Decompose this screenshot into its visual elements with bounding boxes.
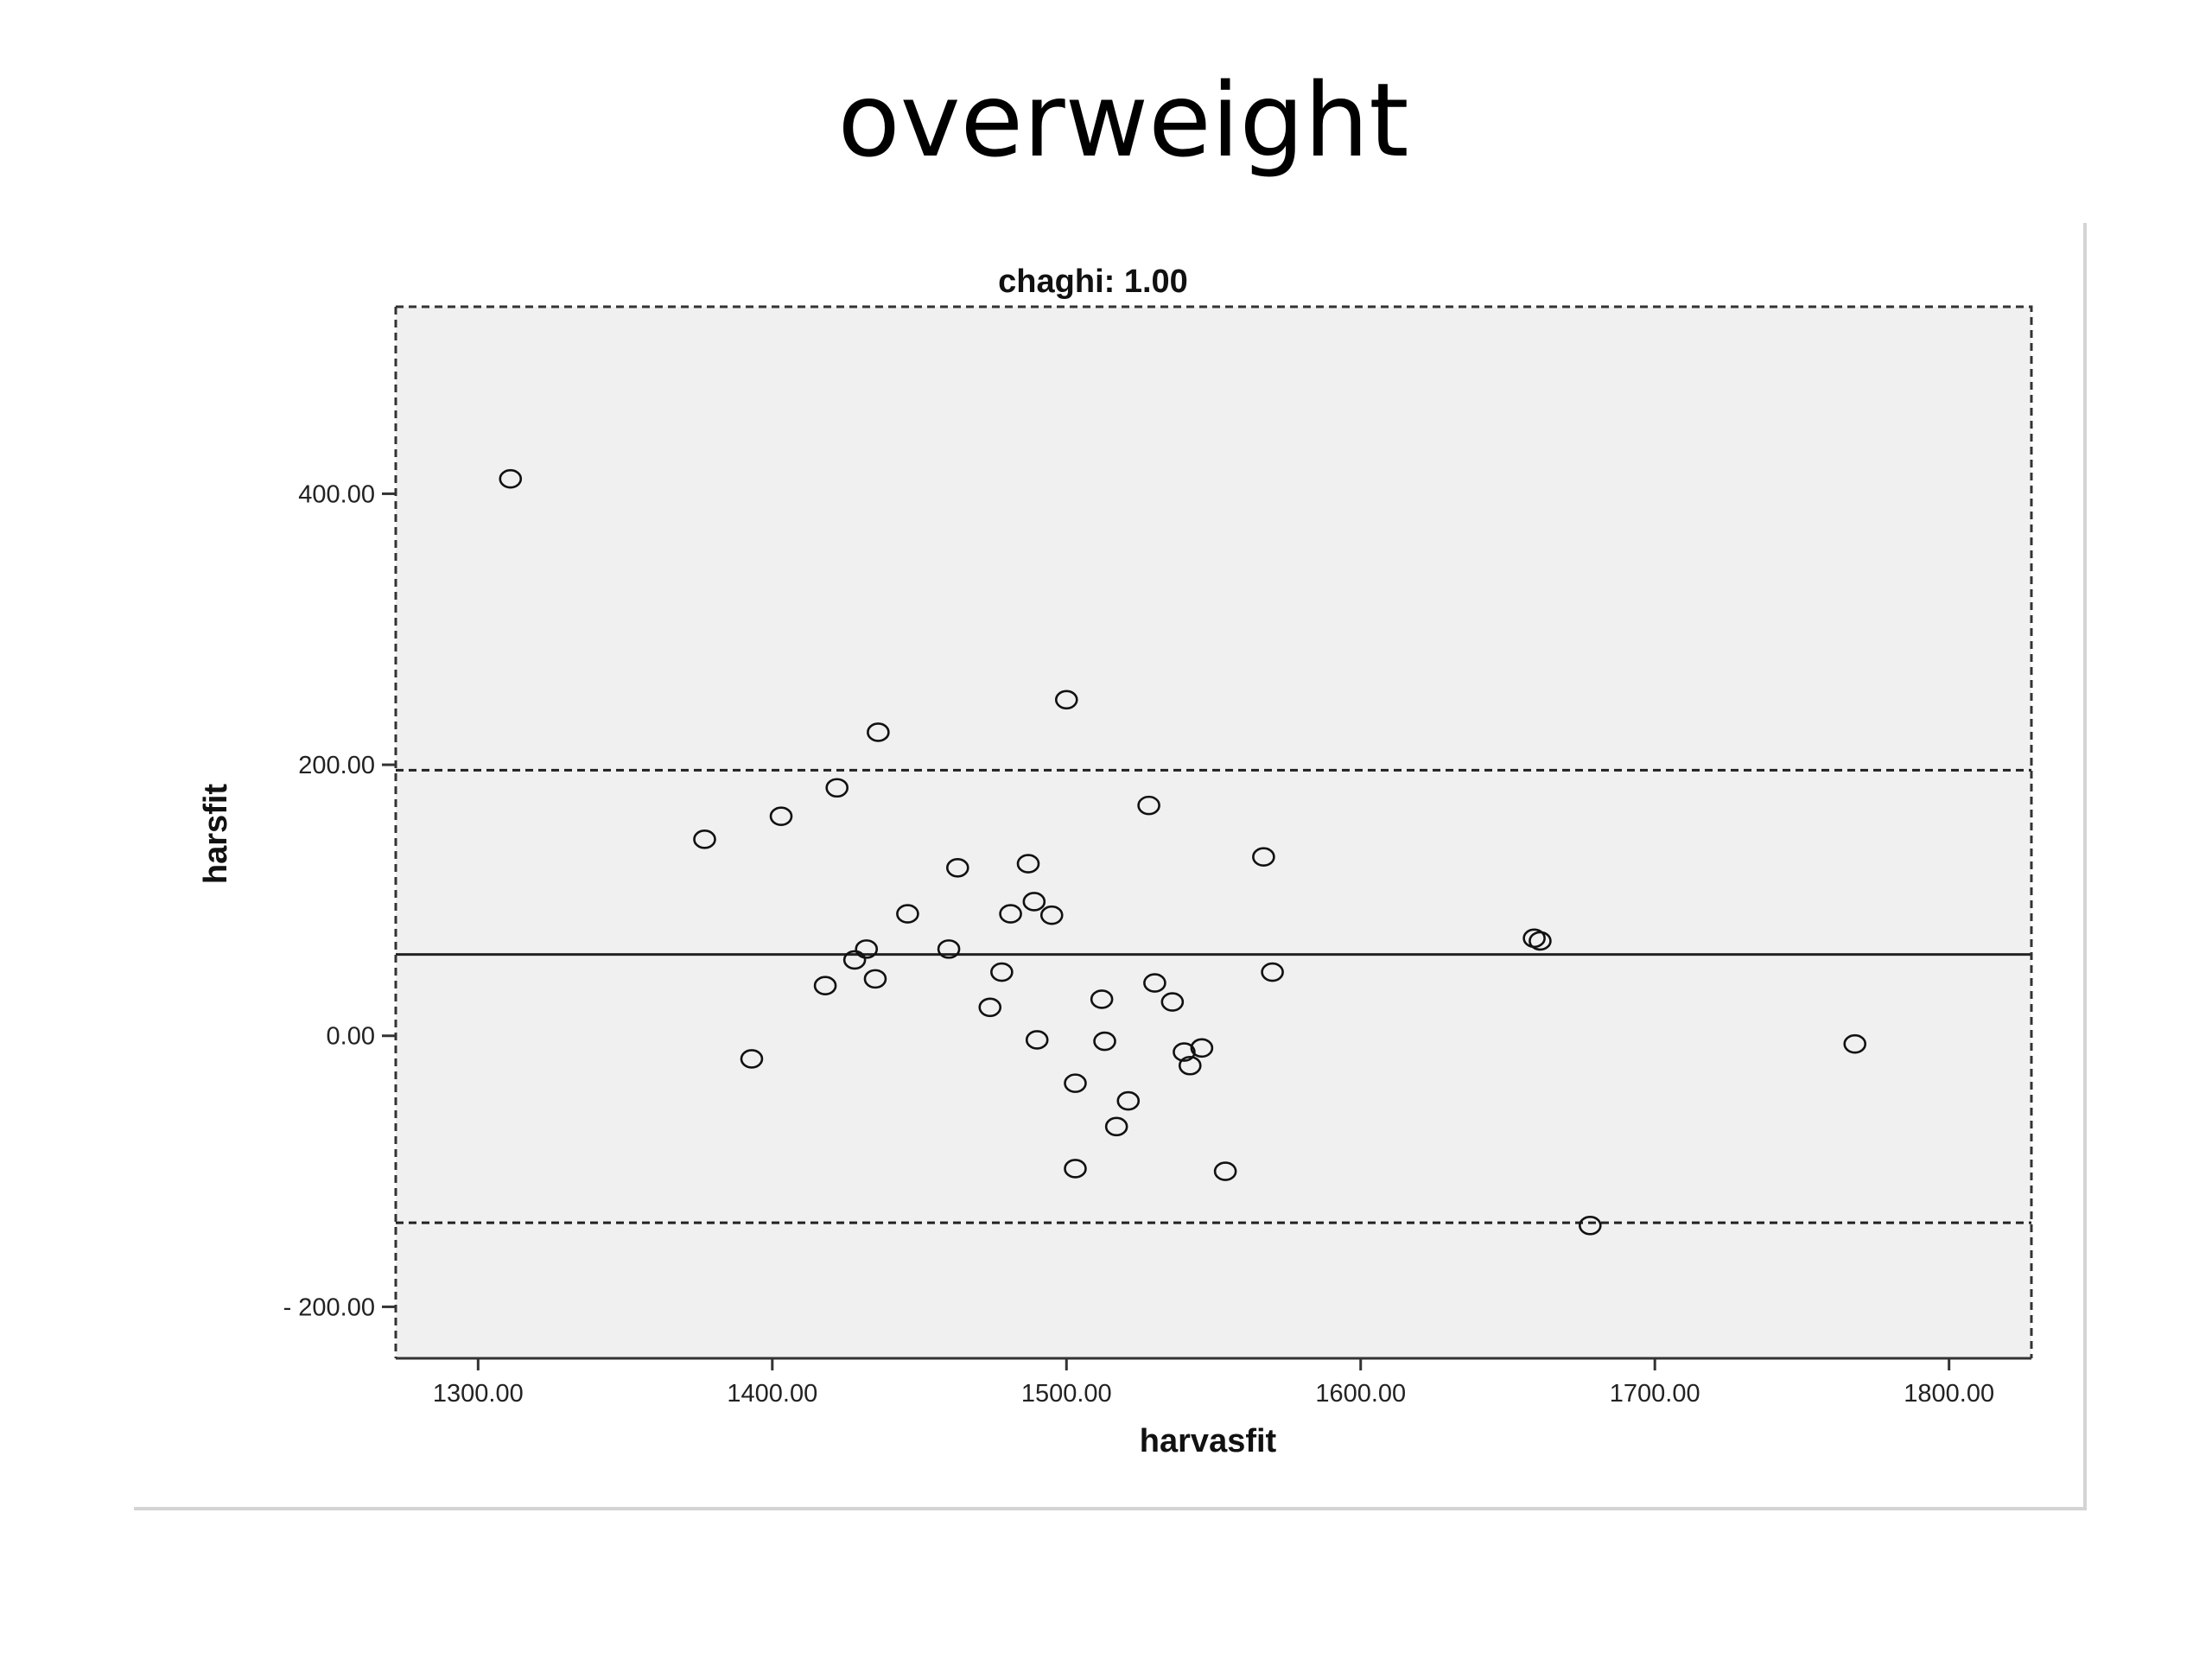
data-point — [978, 997, 1002, 1018]
x-tick-label: 1700.00 — [1610, 1380, 1700, 1408]
data-point — [937, 939, 961, 959]
data-point — [855, 939, 879, 959]
data-point — [1252, 847, 1275, 868]
data-point — [842, 950, 867, 970]
x-tick-label: 1800.00 — [1904, 1380, 1994, 1408]
data-point — [813, 976, 837, 996]
y-tick-label: 400.00 — [298, 480, 375, 508]
frame-line-bottom — [134, 1507, 2087, 1510]
data-point — [499, 468, 523, 489]
data-point — [867, 722, 890, 742]
data-point — [1173, 1042, 1196, 1062]
data-point — [863, 969, 887, 989]
data-point — [1190, 1038, 1214, 1058]
data-point — [945, 857, 969, 878]
data-point — [1529, 931, 1552, 951]
data-point — [1064, 1073, 1087, 1093]
data-point — [1160, 992, 1185, 1012]
y-tick-label: 0.00 — [327, 1023, 375, 1051]
data-point — [1039, 905, 1064, 925]
data-point — [1178, 1055, 1202, 1076]
x-tick-label: 1600.00 — [1315, 1380, 1406, 1408]
data-point — [1016, 854, 1040, 874]
data-point — [1578, 1216, 1602, 1236]
data-point — [1064, 1159, 1087, 1179]
data-point — [825, 778, 849, 798]
data-point — [1843, 1033, 1867, 1054]
data-point — [1104, 1116, 1128, 1137]
panel-title: chaghi: 1.00 — [998, 264, 1188, 300]
data-point — [693, 830, 716, 849]
data-point — [1116, 1090, 1141, 1111]
data-point — [999, 904, 1022, 924]
slide-title: overweight — [837, 60, 1409, 180]
x-tick-label: 1500.00 — [1021, 1380, 1112, 1408]
data-point — [1137, 795, 1160, 816]
x-tick-label: 1400.00 — [727, 1380, 817, 1408]
data-point — [1025, 1030, 1049, 1050]
data-point — [990, 962, 1014, 982]
data-point — [1022, 892, 1046, 912]
data-point — [1090, 989, 1114, 1009]
y-axis-title: harsfit — [198, 784, 234, 884]
data-point — [1213, 1161, 1237, 1181]
data-point — [1054, 690, 1078, 710]
x-axis-title: harvasfit — [1140, 1423, 1277, 1459]
plot-panel — [396, 307, 2031, 1358]
x-tick-label: 1300.00 — [433, 1380, 524, 1408]
data-point — [1261, 962, 1284, 982]
data-point — [1093, 1031, 1116, 1052]
data-point — [740, 1049, 764, 1069]
data-point — [769, 806, 793, 826]
panel-border-dashed — [396, 305, 2033, 1358]
frame-line-right — [2083, 223, 2087, 1510]
y-tick-label: 200.00 — [298, 752, 375, 779]
data-point — [896, 904, 919, 924]
data-point — [1143, 973, 1166, 993]
y-tick-label: - 200.00 — [283, 1294, 375, 1321]
